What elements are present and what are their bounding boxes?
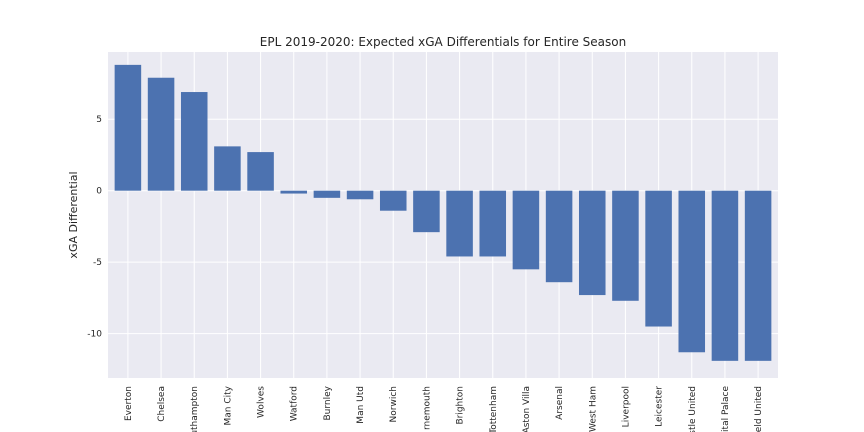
x-tick-label: Liverpool [621, 386, 631, 427]
chart-title: EPL 2019-2020: Expected xGA Differential… [260, 35, 626, 49]
plot-area [108, 52, 778, 378]
x-tick-label: Leicester [655, 386, 665, 427]
x-tick-label: Burnley [323, 385, 333, 420]
x-tick-label: ital Palace [721, 386, 731, 432]
y-tick-label: -5 [93, 258, 102, 268]
bar [446, 190, 473, 257]
bar [479, 190, 507, 257]
bar [114, 64, 142, 191]
bar [413, 190, 440, 233]
x-tick-labels: Everton Chelsea uthampton Man City Wolves Wat… [124, 385, 764, 432]
bar [346, 190, 374, 200]
bar [545, 190, 573, 283]
bar [744, 190, 772, 361]
bar [612, 190, 639, 301]
x-tick-label: West Ham [588, 386, 598, 432]
bar [247, 152, 274, 191]
bar [711, 190, 739, 361]
bar [180, 92, 208, 191]
y-tick-label: 0 [96, 187, 102, 197]
y-tick-labels: -10 -5 0 5 [87, 115, 102, 339]
y-tick-label: -10 [87, 330, 102, 340]
bar [313, 190, 341, 198]
bar [147, 77, 175, 191]
y-axis-label: xGA Differential [67, 171, 80, 258]
bars [114, 64, 772, 361]
x-tick-label: Everton [124, 386, 134, 421]
bar [280, 190, 308, 194]
x-tick-label: Arsenal [555, 386, 565, 420]
x-tick-label: Watford [290, 386, 300, 421]
bar [645, 190, 672, 327]
x-tick-label: Man City [223, 385, 233, 425]
x-tick-label: Brighton [456, 386, 466, 425]
bar [678, 190, 706, 353]
y-tick-label: 5 [96, 115, 102, 125]
x-tick-label: Man Utd [356, 386, 366, 424]
bar [379, 190, 407, 211]
x-tick-label: rnemouth [422, 386, 432, 430]
x-tick-label: Wolves [257, 386, 267, 418]
x-tick-label: Chelsea [157, 386, 167, 422]
x-tick-label: Aston Villa [522, 386, 532, 432]
bar [214, 146, 241, 191]
bar [578, 190, 606, 296]
x-tick-label: Norwich [389, 386, 399, 422]
bar [512, 190, 540, 270]
x-tick-label: eld United [754, 386, 764, 432]
x-tick-label: uthampton [190, 386, 200, 432]
x-tick-label: stle United [688, 386, 698, 432]
x-tick-label: Tottenham [489, 386, 499, 432]
